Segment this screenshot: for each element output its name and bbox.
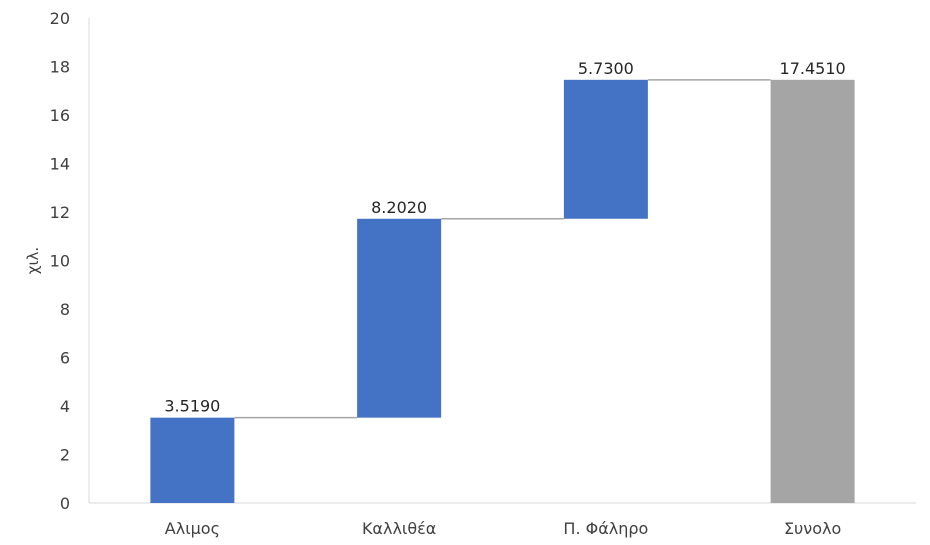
- connector-layer: [234, 79, 771, 419]
- total-bar: [770, 79, 855, 504]
- y-tick-label: 4: [60, 397, 70, 416]
- y-tick-label: 6: [60, 349, 70, 368]
- y-tick-label: 8: [60, 300, 70, 319]
- y-axis-title: χιλ.: [24, 247, 42, 274]
- increase-bar: [563, 79, 648, 219]
- increase-bar: [357, 218, 442, 418]
- y-tick-label: 10: [50, 252, 70, 271]
- y-tick-label: 0: [60, 494, 70, 513]
- x-category-label: Καλλιθέα: [362, 519, 436, 538]
- label-layer: 3.5190 Αλιμος 8.2020 Καλλιθέα 5.7300 Π. Φάληρ…: [164, 59, 845, 538]
- increase-bar: [150, 417, 235, 503]
- y-tick-label: 12: [50, 203, 70, 222]
- data-label: 17.4510: [780, 59, 846, 78]
- data-label: 5.7300: [578, 59, 634, 78]
- data-label: 3.5190: [164, 397, 220, 416]
- y-tick-label: 14: [50, 155, 70, 174]
- x-category-label: Π. Φάληρο: [563, 519, 648, 538]
- y-tick-label: 20: [50, 9, 70, 28]
- x-category-label: Αλιμος: [165, 519, 220, 538]
- bar-layer: [150, 79, 855, 504]
- data-label: 8.2020: [371, 198, 427, 217]
- x-category-label: Συνολο: [784, 519, 841, 538]
- y-tick-label: 18: [50, 58, 70, 77]
- y-tick-label: 2: [60, 446, 70, 465]
- y-tick-label: 16: [50, 106, 70, 125]
